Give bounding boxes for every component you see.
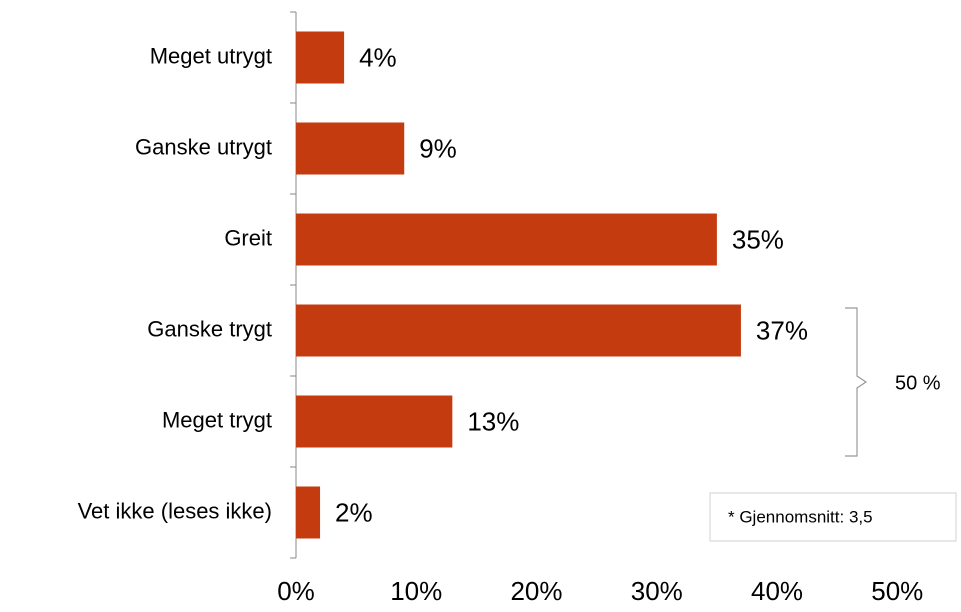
category-label: Greit — [224, 225, 272, 250]
bracket — [845, 307, 868, 457]
bar — [296, 122, 405, 175]
value-label: 9% — [419, 133, 457, 163]
category-label: Meget trygt — [162, 407, 272, 432]
value-label: 35% — [732, 224, 784, 254]
bracket-label: 50 % — [895, 372, 941, 394]
bar — [296, 31, 345, 84]
value-label: 13% — [467, 406, 519, 436]
category-label: Ganske trygt — [147, 316, 272, 341]
x-tick-label: 30% — [631, 576, 683, 606]
category-label: Meget utrygt — [150, 43, 272, 68]
bar — [296, 213, 717, 266]
bar — [296, 486, 321, 539]
x-tick-label: 40% — [751, 576, 803, 606]
x-tick-label: 0% — [277, 576, 315, 606]
note-box — [709, 492, 957, 542]
note: * Gjennomsnitt: 3,5 — [728, 507, 873, 526]
x-tick-label: 20% — [510, 576, 562, 606]
bar — [296, 395, 453, 448]
value-label: 2% — [335, 497, 373, 527]
x-tick-label: 10% — [390, 576, 442, 606]
category-label: Ganske utrygt — [135, 134, 272, 159]
category-label: Vet ikke (leses ikke) — [78, 498, 272, 523]
value-label: 37% — [756, 315, 808, 345]
value-label: 4% — [359, 42, 397, 72]
bar — [296, 304, 741, 357]
x-tick-label: 50% — [871, 576, 923, 606]
